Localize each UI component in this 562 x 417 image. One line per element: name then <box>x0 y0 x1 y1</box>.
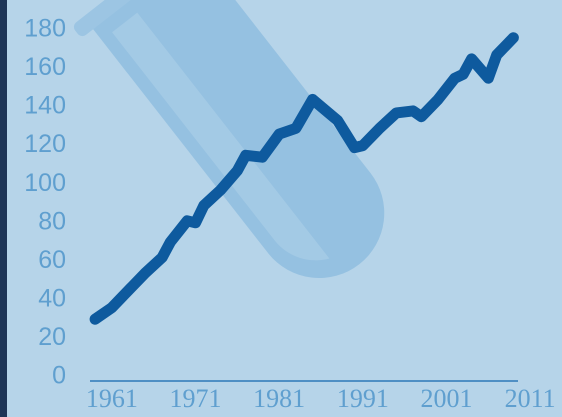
y-tick-label: 20 <box>38 323 66 351</box>
x-tick-label: 2001 <box>420 384 472 413</box>
y-tick-label: 80 <box>38 207 66 235</box>
left-border <box>0 0 7 417</box>
test-tube <box>73 0 385 279</box>
data-line <box>89 32 519 325</box>
y-tick-label: 140 <box>24 92 66 120</box>
x-tick-label: 1991 <box>337 384 389 413</box>
y-tick-label: 120 <box>24 130 66 158</box>
x-tick-label: 1971 <box>170 384 222 413</box>
y-tick-label: 0 <box>52 362 66 390</box>
x-tick-label: 1981 <box>253 384 305 413</box>
x-tick-label: 2011 <box>505 384 556 413</box>
x-tick-label: 1961 <box>86 384 138 413</box>
tube-body <box>89 0 385 279</box>
tube-rim <box>73 0 206 37</box>
y-tick-label: 180 <box>24 15 66 43</box>
y-tick-label: 160 <box>24 53 66 81</box>
y-tick-label: 100 <box>24 169 66 197</box>
y-tick-label: 60 <box>38 246 66 274</box>
y-tick-label: 40 <box>38 284 66 312</box>
y-tick-label: 200 <box>24 0 66 4</box>
tube-highlight <box>112 12 330 261</box>
